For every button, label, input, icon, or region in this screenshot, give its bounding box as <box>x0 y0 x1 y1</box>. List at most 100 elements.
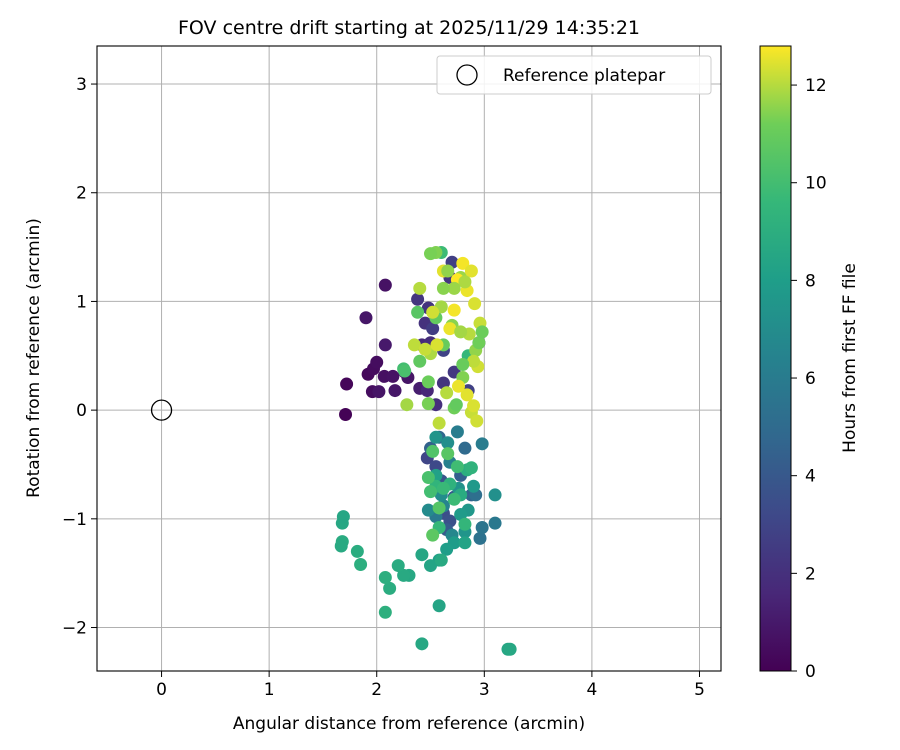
plot-frame <box>96 45 722 672</box>
scatter-point <box>475 437 489 451</box>
scatter-point <box>473 531 487 545</box>
scatter-point <box>436 481 450 495</box>
scatter-point <box>418 342 432 356</box>
scatter-point <box>467 479 481 493</box>
legend-marker-icon <box>456 64 478 86</box>
x-tick-label: 0 <box>156 680 167 700</box>
scatter-point <box>421 503 435 517</box>
x-tick-label: 5 <box>694 680 705 700</box>
colorbar-tick-label: 0 <box>805 662 816 682</box>
scatter-point <box>441 447 455 461</box>
x-tick-label: 3 <box>479 680 490 700</box>
scatter-point <box>451 379 465 393</box>
colorbar-tick-label: 12 <box>805 76 827 96</box>
colorbar-tick-label: 2 <box>805 564 816 584</box>
scatter-point <box>467 399 481 413</box>
scatter-point <box>413 281 427 295</box>
scatter-point <box>449 398 463 412</box>
scatter-point <box>432 416 446 430</box>
colorbar-tick-label: 6 <box>805 369 816 389</box>
scatter-point <box>415 548 429 562</box>
legend-box <box>436 55 712 95</box>
scatter-point <box>421 375 435 389</box>
scatter-point <box>468 297 482 311</box>
scatter-point <box>488 488 502 502</box>
scatter-point <box>426 322 440 336</box>
scatter-point <box>426 528 440 542</box>
scatter-point <box>397 568 411 582</box>
scatter-point <box>472 336 486 350</box>
scatter-point <box>429 430 443 444</box>
scatter-point <box>456 357 470 371</box>
legend: Reference platepar <box>436 55 712 95</box>
scatter-point <box>413 354 427 368</box>
scatter-point <box>447 281 461 295</box>
scatter-point <box>436 376 450 390</box>
scatter-point <box>464 264 478 278</box>
scatter-point <box>334 539 348 553</box>
scatter-point <box>378 338 392 352</box>
y-tick-label: −1 <box>62 510 87 530</box>
scatter-point <box>383 581 397 595</box>
scatter-point <box>426 444 440 458</box>
scatter-point <box>378 278 392 292</box>
scatter-point <box>447 303 461 317</box>
scatter-point <box>424 247 438 261</box>
x-tick-label: 4 <box>586 680 597 700</box>
y-axis-ticks: −2 −1 0 1 2 3 <box>62 75 97 639</box>
scatter-point <box>441 264 455 278</box>
scatter-point <box>447 492 461 506</box>
scatter-point <box>430 338 444 352</box>
scatter-point <box>426 305 440 319</box>
scatter-point <box>400 398 414 412</box>
scatter-point <box>458 517 472 531</box>
colorbar-tick-label: 10 <box>805 174 827 194</box>
scatter-point <box>378 571 392 585</box>
scatter-point <box>454 325 468 339</box>
scatter-point <box>441 436 455 450</box>
scatter-point <box>450 460 464 474</box>
data-points <box>334 246 517 656</box>
colorbar-tick-label: 8 <box>805 271 816 291</box>
scatter-point <box>388 384 402 398</box>
scatter-point <box>475 521 489 535</box>
scatter-point <box>488 516 502 530</box>
reference-point-marker <box>150 399 173 421</box>
y-tick-label: −2 <box>62 619 87 639</box>
scatter-point <box>475 325 489 339</box>
scatter-point <box>359 311 373 325</box>
scatter-point <box>421 397 435 411</box>
scatter-point <box>350 544 364 558</box>
x-tick-label: 2 <box>371 680 382 700</box>
scatter-point <box>450 425 464 439</box>
scatter-point <box>432 599 446 613</box>
chart-title: FOV centre drift starting at 2025/11/29 … <box>178 17 640 39</box>
scatter-point <box>458 536 472 550</box>
colorbar-gradient <box>759 45 792 672</box>
scatter-point <box>372 385 386 399</box>
scatter-point <box>467 354 481 368</box>
scatter-point <box>415 637 429 651</box>
scatter-point <box>454 507 468 521</box>
scatter-point <box>370 355 384 369</box>
scatter-point <box>411 292 425 306</box>
scatter-point <box>440 542 454 556</box>
scatter-point <box>436 281 450 295</box>
colorbar-label: Hours from first FF file <box>840 263 860 453</box>
scatter-point <box>411 305 425 319</box>
scatter-point <box>458 441 472 455</box>
scatter-point <box>339 407 353 421</box>
scatter-point <box>503 642 517 656</box>
scatter-point <box>340 377 354 391</box>
y-tick-label: 0 <box>76 401 87 421</box>
scatter-point <box>443 322 457 336</box>
scatter-point <box>391 559 405 573</box>
scatter-point <box>354 557 368 571</box>
scatter-point <box>458 275 472 289</box>
scatter-point <box>456 256 470 270</box>
x-axis-label: Angular distance from reference (arcmin) <box>233 714 585 734</box>
scatter-point <box>440 386 454 400</box>
y-tick-label: 3 <box>76 75 87 95</box>
scatter-point <box>470 414 484 428</box>
